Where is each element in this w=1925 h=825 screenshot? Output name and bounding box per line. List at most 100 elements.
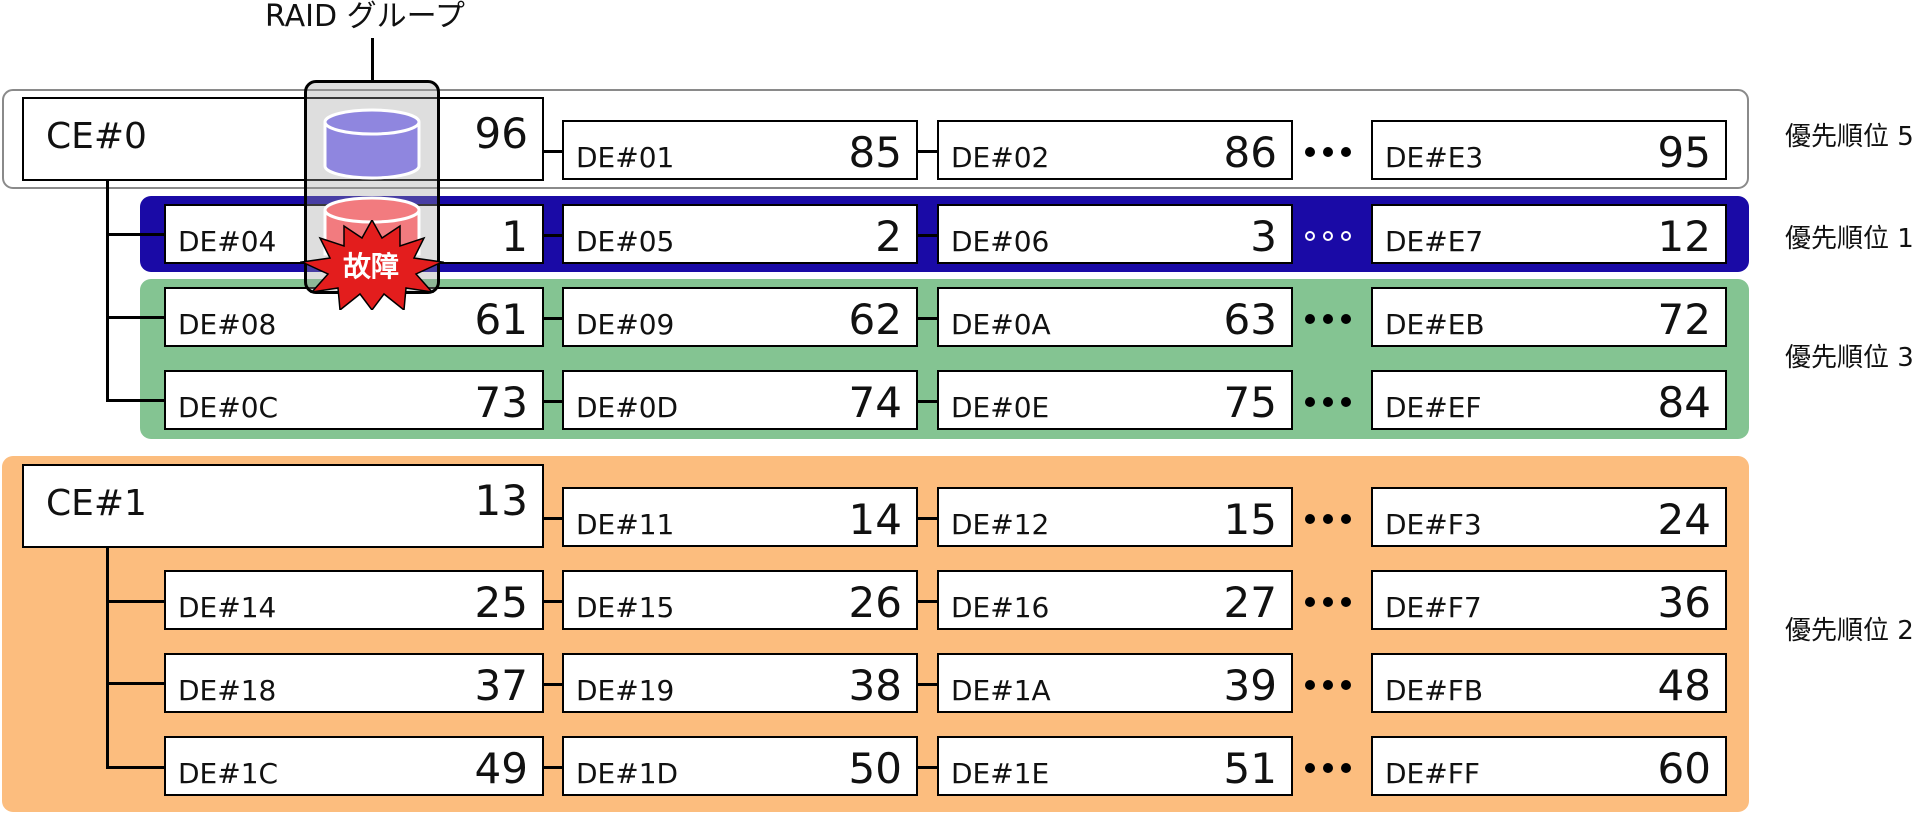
de-label: DE#04 xyxy=(178,225,277,258)
de-label: DE#FF xyxy=(1385,757,1480,790)
de0e-box: DE#0E 75 xyxy=(937,370,1293,430)
de-label: DE#08 xyxy=(178,308,277,341)
de-label: DE#F7 xyxy=(1385,591,1482,624)
de-value: 12 xyxy=(1657,212,1711,261)
de-label: DE#F3 xyxy=(1385,508,1482,541)
priority-label-1: 優先順位 1 xyxy=(1785,224,1914,254)
de-label: DE#1D xyxy=(576,757,679,790)
de-value: 14 xyxy=(848,495,902,544)
raid-group-label: RAID グループ xyxy=(265,0,465,34)
ce1-tree-line xyxy=(106,546,109,768)
connector-line xyxy=(918,150,937,153)
de06-box: DE#06 3 xyxy=(937,204,1293,264)
de1e-box: DE#1E 51 xyxy=(937,736,1293,796)
de0c-box: DE#0C 73 xyxy=(164,370,544,430)
de-value: 1 xyxy=(501,212,528,261)
ce1-branch-3 xyxy=(106,766,166,769)
de-label: DE#1C xyxy=(178,757,279,790)
de01-box: DE#01 85 xyxy=(562,120,918,180)
de19-box: DE#19 38 xyxy=(562,653,918,713)
de-label: DE#01 xyxy=(576,141,675,174)
ce0-value: 96 xyxy=(474,109,528,158)
disk-ok-icon xyxy=(323,108,421,180)
priority-label-2: 優先順位 2 xyxy=(1785,616,1914,646)
de-label: DE#0A xyxy=(951,308,1051,341)
de-value: 38 xyxy=(848,661,902,710)
de-label: DE#15 xyxy=(576,591,675,624)
ce0-label: CE#0 xyxy=(46,116,147,157)
priority-label-5: 優先順位 5 xyxy=(1785,122,1914,152)
dee7-box: DE#E7 12 xyxy=(1371,204,1727,264)
ellipsis-dots xyxy=(1305,231,1351,241)
de1c-box: DE#1C 49 xyxy=(164,736,544,796)
priority-label-3: 優先順位 3 xyxy=(1785,343,1914,373)
de-label: DE#11 xyxy=(576,508,675,541)
connector-line xyxy=(918,766,937,769)
de-value: 60 xyxy=(1657,744,1711,793)
de09-box: DE#09 62 xyxy=(562,287,918,347)
de-value: 37 xyxy=(474,661,528,710)
ce1-value: 13 xyxy=(474,476,528,525)
de-value: 50 xyxy=(848,744,902,793)
ce0-branch-1 xyxy=(106,233,166,236)
ce1-box: CE#1 13 xyxy=(22,464,544,548)
de-label: DE#18 xyxy=(178,674,277,707)
de-value: 73 xyxy=(474,378,528,427)
de-value: 26 xyxy=(848,578,902,627)
defb-box: DE#FB 48 xyxy=(1371,653,1727,713)
de-label: DE#1E xyxy=(951,757,1050,790)
dee3-box: DE#E3 95 xyxy=(1371,120,1727,180)
de-label: DE#1A xyxy=(951,674,1051,707)
de-value: 2 xyxy=(875,212,902,261)
raid-leader-line xyxy=(371,38,374,80)
de-value: 74 xyxy=(848,378,902,427)
de-value: 61 xyxy=(474,295,528,344)
de0a-box: DE#0A 63 xyxy=(937,287,1293,347)
ce1-label: CE#1 xyxy=(46,483,147,524)
de-label: DE#19 xyxy=(576,674,675,707)
de-label: DE#EB xyxy=(1385,308,1485,341)
ce1-branch-2 xyxy=(106,682,166,685)
de-value: 62 xyxy=(848,295,902,344)
ce0-box: CE#0 96 xyxy=(22,97,544,181)
de11-box: DE#11 14 xyxy=(562,487,918,547)
fault-label: 故障 xyxy=(343,250,400,283)
de-value: 86 xyxy=(1223,128,1277,177)
connector-line xyxy=(544,234,562,237)
de-label: DE#E7 xyxy=(1385,225,1484,258)
de-label: DE#06 xyxy=(951,225,1050,258)
de-value: 3 xyxy=(1250,212,1277,261)
de-value: 48 xyxy=(1657,661,1711,710)
de-value: 72 xyxy=(1657,295,1711,344)
ellipsis-dots xyxy=(1305,514,1351,524)
de15-box: DE#15 26 xyxy=(562,570,918,630)
connector-line xyxy=(544,150,562,153)
ce1-branch-1 xyxy=(106,600,166,603)
de-label: DE#E3 xyxy=(1385,141,1484,174)
def7-box: DE#F7 36 xyxy=(1371,570,1727,630)
connector-line xyxy=(544,517,562,520)
de02-box: DE#02 86 xyxy=(937,120,1293,180)
deef-box: DE#EF 84 xyxy=(1371,370,1727,430)
de-label: DE#14 xyxy=(178,591,277,624)
de-value: 85 xyxy=(848,128,902,177)
deeb-box: DE#EB 72 xyxy=(1371,287,1727,347)
connector-line xyxy=(918,234,937,237)
connector-line xyxy=(918,317,937,320)
ce0-branch-3 xyxy=(106,399,166,402)
ellipsis-dots xyxy=(1305,397,1351,407)
de-value: 39 xyxy=(1223,661,1277,710)
de-value: 75 xyxy=(1223,378,1277,427)
de12-box: DE#12 15 xyxy=(937,487,1293,547)
de-value: 51 xyxy=(1223,744,1277,793)
deff-box: DE#FF 60 xyxy=(1371,736,1727,796)
ellipsis-dots xyxy=(1305,314,1351,324)
de18-box: DE#18 37 xyxy=(164,653,544,713)
de1d-box: DE#1D 50 xyxy=(562,736,918,796)
def3-box: DE#F3 24 xyxy=(1371,487,1727,547)
de-label: DE#02 xyxy=(951,141,1050,174)
de-value: 63 xyxy=(1223,295,1277,344)
ellipsis-dots xyxy=(1305,147,1351,157)
de-label: DE#0C xyxy=(178,391,279,424)
ce0-branch-2 xyxy=(106,316,166,319)
